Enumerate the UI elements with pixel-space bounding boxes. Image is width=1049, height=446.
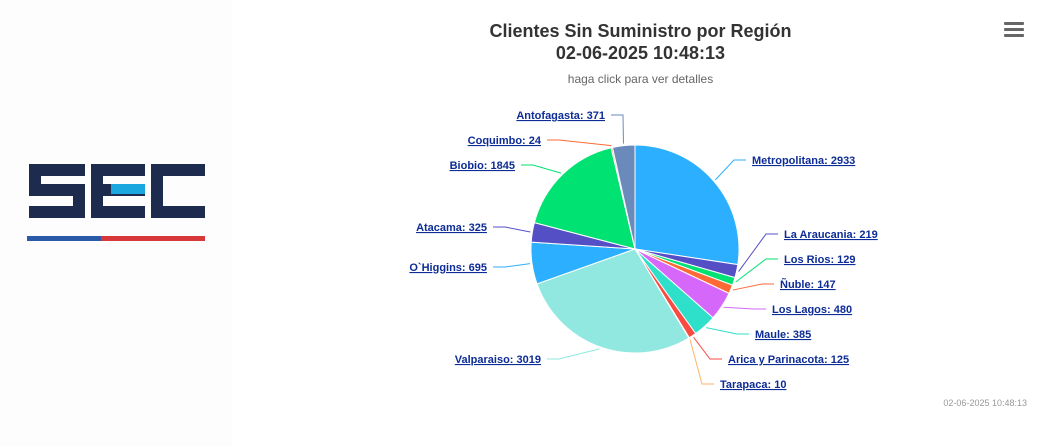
hamburger-menu-icon[interactable] [1004, 22, 1024, 40]
connector-line [723, 306, 766, 310]
chart-credits-timestamp: 02-06-2025 10:48:13 [943, 398, 1027, 408]
connector-line [611, 114, 624, 144]
connector-line [493, 263, 531, 268]
connector-line [706, 327, 749, 335]
connector-line [693, 337, 722, 360]
connector-line [732, 283, 774, 291]
data-label[interactable]: Maule: 385 [755, 329, 811, 341]
connector-line [715, 159, 746, 181]
pie-slice-biobio[interactable] [533, 147, 636, 250]
chart-panel: Clientes Sin Suministro por Región 02-06… [232, 0, 1049, 446]
chart-title-line2: 02-06-2025 10:48:13 [555, 43, 726, 63]
connector-line [738, 233, 778, 272]
connector-line [521, 164, 562, 174]
data-label[interactable]: Atacama: 325 [416, 222, 487, 234]
chart-title-line1: Clientes Sin Suministro por Región [489, 21, 792, 41]
connector-line [493, 226, 531, 233]
data-label[interactable]: Ñuble: 147 [780, 278, 836, 291]
pie-slice-antofagasta[interactable] [611, 144, 636, 250]
chart-subtitle: haga click para ver detalles [567, 72, 714, 86]
connector-line [547, 139, 612, 147]
data-label[interactable]: Los Lagos: 480 [772, 304, 852, 316]
pie-chart: Metropolitana: 2933 La Araucania: 219 Los … [409, 110, 878, 391]
pie-slice-metropolitana[interactable] [634, 144, 740, 266]
data-label[interactable]: La Araucania: 219 [784, 229, 878, 241]
logo-panel [0, 0, 232, 446]
chart-title: Clientes Sin Suministro por Región 02-06… [232, 20, 1049, 64]
data-label[interactable]: Biobio: 1845 [450, 160, 515, 172]
data-label[interactable]: Valparaiso: 3019 [455, 354, 541, 366]
connector-line [735, 258, 778, 283]
sec-logo [27, 164, 205, 241]
connector-line [547, 348, 600, 360]
data-label[interactable]: O`Higgins: 695 [409, 262, 487, 274]
data-label[interactable]: Metropolitana: 2933 [752, 155, 855, 167]
connector-line [689, 339, 714, 385]
data-label[interactable]: Coquimbo: 24 [468, 135, 542, 147]
data-label[interactable]: Los Rios: 129 [784, 254, 856, 266]
data-label[interactable]: Antofagasta: 371 [516, 110, 605, 122]
data-label[interactable]: Arica y Parinacota: 125 [728, 354, 849, 366]
pie-slice-valparaiso[interactable] [536, 248, 690, 354]
data-label[interactable]: Tarapaca: 10 [720, 379, 786, 391]
